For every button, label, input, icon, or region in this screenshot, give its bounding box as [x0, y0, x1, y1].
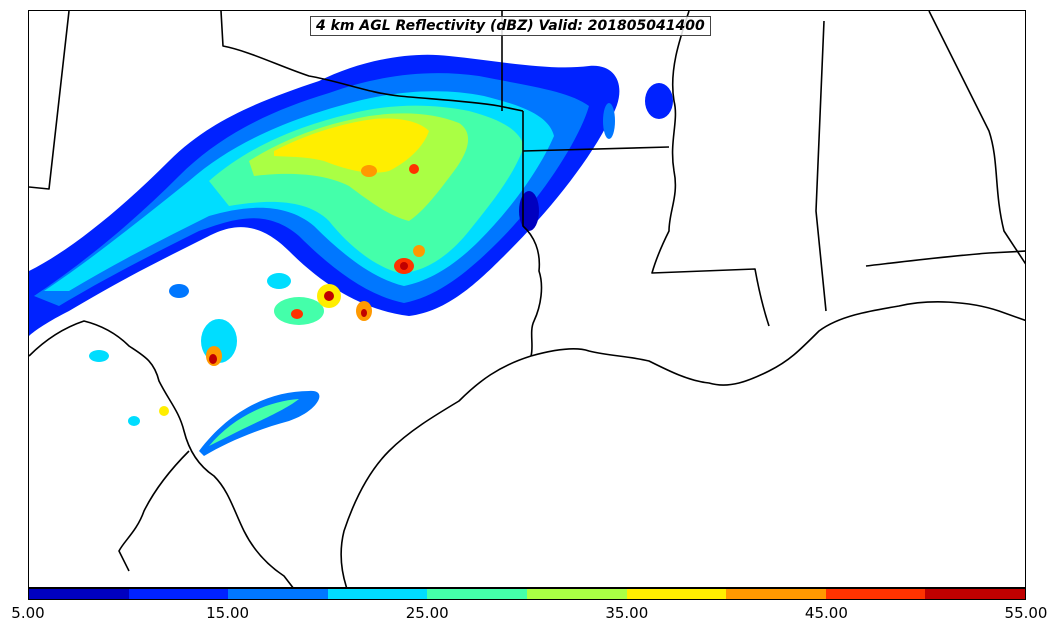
colorbar-segment: [825, 589, 926, 599]
colorbar-segment: [925, 589, 1025, 599]
colorbar-segment: [29, 589, 129, 599]
colorbar: [28, 588, 1026, 600]
mississippi-river: [651, 11, 770, 327]
colorbar-segment: [228, 589, 328, 599]
rio-grande: [29, 320, 294, 587]
colorbar-segment: [526, 589, 627, 599]
colorbar-tick-label: 45.00: [804, 604, 848, 622]
colorbar-segment: [327, 589, 428, 599]
reflectivity-map: [29, 11, 1025, 587]
map-boundaries: [29, 11, 1025, 587]
reflectivity-echoes: [29, 54, 673, 456]
state-border-ar-la: [522, 146, 670, 152]
map-title: 4 km AGL Reflectivity (dBZ) Valid: 20180…: [310, 16, 711, 36]
colorbar-segment: [726, 589, 826, 599]
convective-cells: [89, 83, 673, 456]
gulf-coast: [530, 301, 1025, 386]
state-border-ok-tx: [220, 11, 524, 112]
state-border-al-fl: [865, 250, 1025, 267]
map-panel: [28, 10, 1026, 588]
state-border-al-ga: [928, 11, 1025, 265]
colorbar-segment: [128, 589, 229, 599]
colorbar-tick-label: 25.00: [405, 604, 449, 622]
colorbar-segment: [626, 589, 727, 599]
state-border-tx-la: [522, 111, 543, 357]
colorbar-tick-label: 35.00: [605, 604, 649, 622]
echo-core-yellow2: [274, 118, 429, 173]
colorbar-segment: [427, 589, 527, 599]
texas-coast: [340, 355, 532, 587]
colorbar-tick-label: 5.00: [11, 604, 45, 622]
state-border-tx-nm: [29, 11, 70, 190]
mexico-border-2: [118, 450, 190, 572]
colorbar-tick-label: 15.00: [206, 604, 250, 622]
state-border-ms-al: [815, 20, 827, 312]
colorbar-tick-label: 55.00: [1004, 604, 1048, 622]
